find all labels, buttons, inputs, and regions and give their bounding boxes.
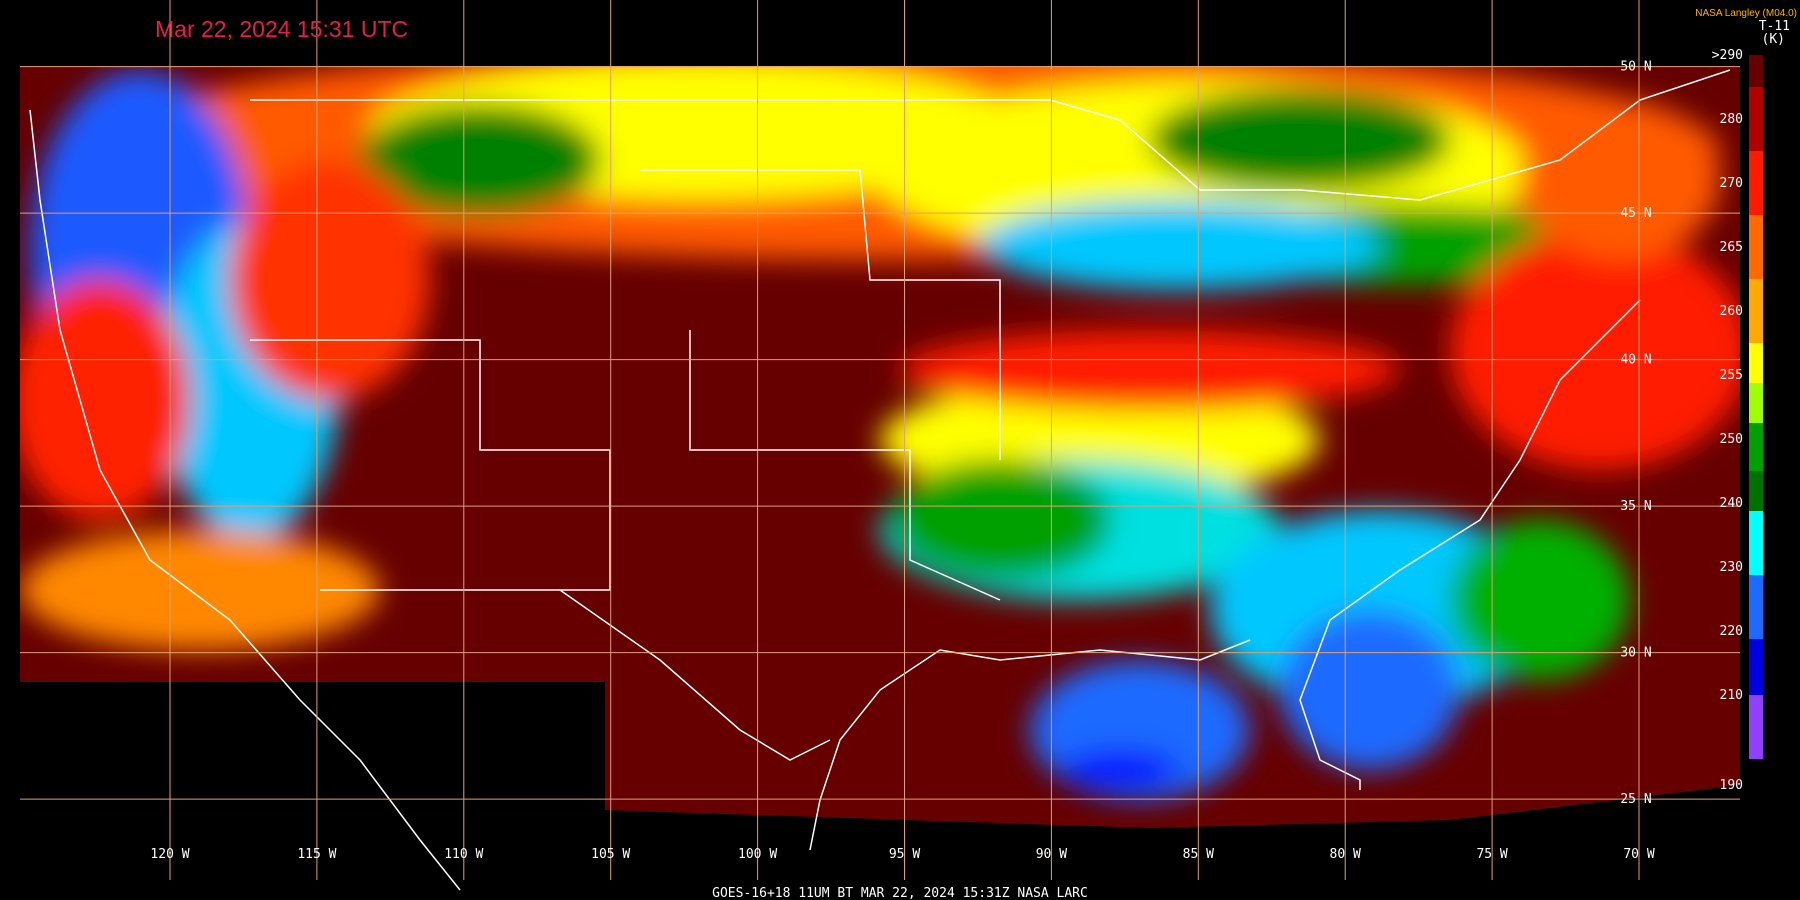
- longitude-label: 90 W: [1036, 847, 1067, 862]
- colorbar-label: >290: [1712, 48, 1743, 63]
- credit: NASA Langley (M04.0): [1695, 8, 1797, 19]
- longitude-label: 85 W: [1183, 847, 1214, 862]
- colorbar-label: 255: [1720, 368, 1743, 383]
- longitude-label: 120 W: [150, 847, 189, 862]
- colorbar-label: 270: [1720, 176, 1743, 191]
- longitude-label: 75 W: [1476, 847, 1507, 862]
- longitude-label: 115 W: [297, 847, 336, 862]
- colorbar-label: 240: [1720, 496, 1743, 511]
- lat-lon-grid: 50 N 45 N 40 N 35 N 30 N 25 N 120 W 115 W 110 W 1…: [20, 0, 1740, 880]
- timestamp: Mar 22, 2024 15:31 UTC: [155, 16, 408, 42]
- latitude-label: 30 N: [1620, 646, 1651, 661]
- longitude-label: 100 W: [738, 847, 777, 862]
- unit-label: (K): [1762, 32, 1785, 47]
- colorbar-label: 190: [1720, 778, 1743, 793]
- latitude-label: 45 N: [1620, 206, 1651, 221]
- band-label: T-11: [1759, 19, 1790, 34]
- colorbar-label: 220: [1720, 624, 1743, 639]
- colorbar-label: 250: [1720, 432, 1743, 447]
- colorbar-label: 230: [1720, 560, 1743, 575]
- latitude-label: 40 N: [1620, 353, 1651, 368]
- colorbar-label: 260: [1720, 304, 1743, 319]
- colorbar-label: 280: [1720, 112, 1743, 127]
- colorbar-label: 210: [1720, 688, 1743, 703]
- colorbar: >290 280 270 265 260 255 250 240 230 220 210 190: [1712, 48, 1763, 793]
- longitude-label: 70 W: [1623, 847, 1654, 862]
- longitude-label: 110 W: [444, 847, 483, 862]
- latitude-label: 25 N: [1620, 792, 1651, 807]
- boundaries: [29, 69, 1731, 891]
- longitude-label: 105 W: [591, 847, 630, 862]
- latitude-label: 50 N: [1620, 60, 1651, 75]
- latitude-label: 35 N: [1620, 499, 1651, 514]
- longitude-label: 95 W: [889, 847, 920, 862]
- footer: GOES-16+18 11UM BT MAR 22, 2024 15:31Z N…: [712, 886, 1088, 900]
- longitude-label: 80 W: [1330, 847, 1361, 862]
- colorbar-label: 265: [1720, 240, 1743, 255]
